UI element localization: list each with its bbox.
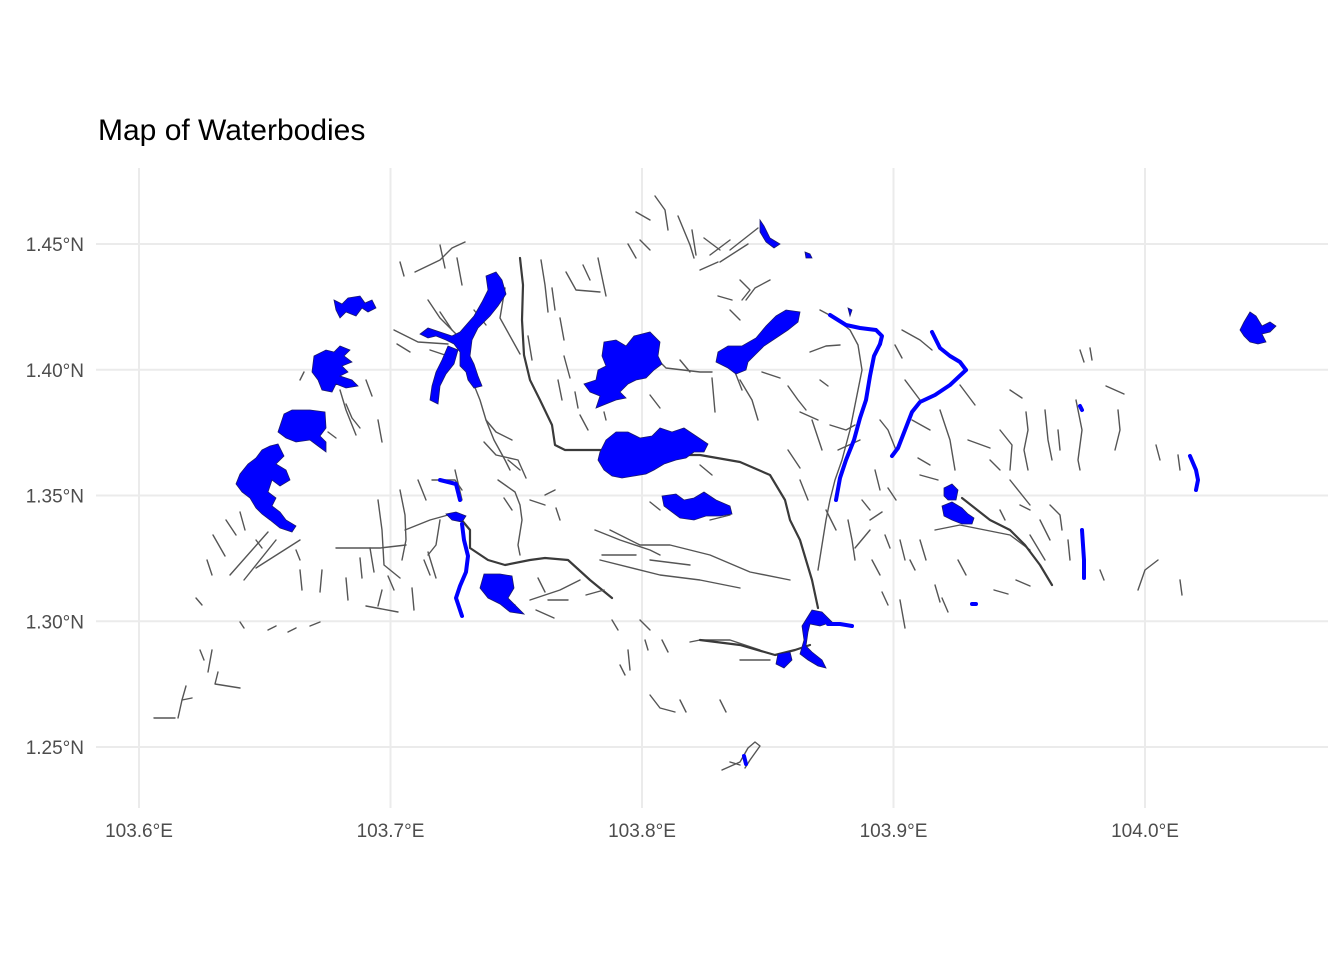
waterbody (826, 622, 854, 628)
waterbody (1188, 454, 1200, 492)
x-tick-label: 103.9°E (860, 821, 928, 842)
y-tick-label: 1.30°N (26, 612, 84, 633)
waterbody (333, 295, 377, 319)
waterbody (828, 313, 884, 346)
waterbody (419, 271, 507, 389)
waterbody (834, 342, 882, 502)
waterbody (479, 573, 526, 615)
axis-labels: 103.6°E 103.7°E 103.8°E 103.9°E 104.0°E 1.25°… (26, 235, 1179, 842)
waterbody (799, 609, 833, 669)
waterbody (454, 522, 470, 618)
waterbodies-layer (235, 218, 1277, 766)
waterbody (429, 345, 459, 405)
waterbody (847, 307, 853, 318)
waterbody (311, 345, 359, 393)
waterbody (438, 478, 462, 502)
waterbody (445, 511, 467, 523)
x-tick-label: 104.0°E (1111, 821, 1179, 842)
waterbody (804, 251, 813, 259)
waterbody (583, 331, 663, 409)
waterbody (1078, 404, 1084, 412)
x-tick-label: 103.7°E (357, 821, 425, 842)
waterbody (775, 651, 793, 669)
waterbody (890, 368, 968, 458)
y-tick-label: 1.40°N (26, 361, 84, 382)
waterbody (597, 427, 709, 479)
y-tick-label: 1.25°N (26, 738, 84, 759)
y-tick-label: 1.35°N (26, 487, 84, 508)
waterbody (661, 491, 733, 521)
waterbody (715, 309, 801, 375)
waterways-layer (153, 195, 1183, 771)
waterbody (1080, 528, 1086, 580)
waterbody (277, 409, 327, 453)
map-title: Map of Waterbodies (98, 114, 366, 147)
waterbody (941, 501, 975, 525)
y-tick-label: 1.45°N (26, 235, 84, 256)
waterbody (235, 443, 297, 533)
x-tick-label: 103.6°E (105, 821, 173, 842)
waterbody (759, 218, 781, 249)
waterbody (742, 754, 748, 766)
x-tick-label: 103.8°E (608, 821, 676, 842)
waterbody (943, 483, 959, 501)
waterbody (1239, 311, 1277, 345)
waterbody (930, 330, 968, 372)
